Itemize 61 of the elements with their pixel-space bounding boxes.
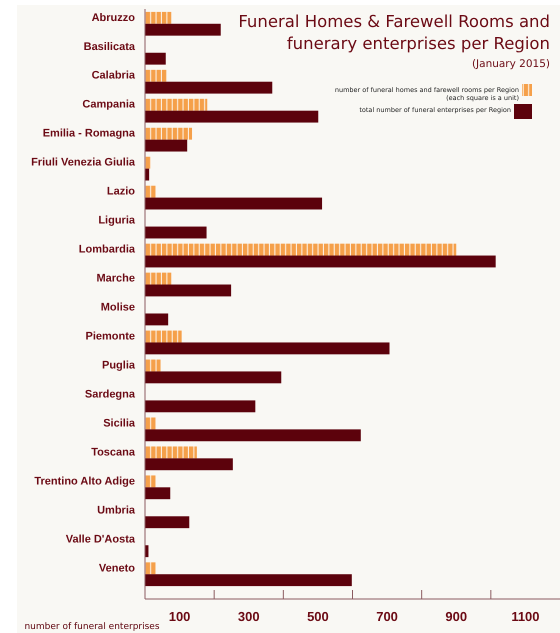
bar (145, 574, 352, 586)
bar (145, 516, 190, 528)
bar (145, 342, 390, 354)
bar (145, 186, 156, 198)
bar (145, 562, 156, 574)
bar (145, 360, 161, 372)
bar (145, 487, 170, 500)
bar (145, 12, 172, 24)
y-tick-label: Molise (100, 302, 135, 314)
x-tick-label: 700 (376, 609, 398, 624)
y-tick-label: Lazio (106, 186, 136, 198)
bar (145, 475, 156, 488)
bar (145, 429, 361, 442)
bar (145, 371, 282, 384)
bar (145, 140, 188, 152)
y-tick-label: Lombardia (78, 244, 136, 256)
y-tick-label: Friuli Venezia Giulia (31, 156, 136, 169)
bar (145, 110, 318, 123)
bar (145, 244, 456, 256)
y-tick-label: Veneto (98, 562, 136, 574)
bar (145, 52, 166, 65)
y-tick-label: Toscana (91, 446, 136, 458)
bar (145, 313, 168, 326)
bar (145, 400, 256, 412)
y-tick-label: Umbria (97, 504, 136, 516)
y-tick-label: Emilia - Romagna (42, 128, 136, 140)
y-tick-label: Basilicata (84, 40, 136, 53)
x-tick-label: 1100 (511, 609, 540, 624)
bar (145, 256, 496, 268)
y-tick-label: Calabria (92, 70, 136, 82)
bar (145, 70, 166, 82)
bar (145, 284, 232, 296)
bar (145, 272, 172, 285)
y-tick-label: Marche (96, 272, 135, 285)
y-tick-label: Sardegna (84, 388, 136, 400)
bar (145, 128, 192, 140)
bar (145, 24, 221, 36)
bar (145, 417, 156, 430)
bar (145, 226, 207, 238)
x-axis-title: number of funeral enterprises (24, 622, 160, 632)
text: (January 2015) (472, 58, 550, 70)
y-tick-label: Valle D'Aosta (66, 533, 136, 546)
y-tick-label: Trentino Alto Adige (34, 475, 135, 488)
y-tick-label: Puglia (102, 359, 136, 372)
bar (145, 446, 197, 458)
y-tick-label: Piemonte (85, 330, 135, 342)
bar (145, 156, 151, 169)
y-tick-label: Liguria (98, 214, 136, 227)
bar (145, 458, 233, 470)
bar (145, 330, 182, 342)
bar (145, 98, 208, 111)
x-tick-label: 300 (238, 609, 260, 624)
y-tick-label: Campania (82, 98, 136, 111)
x-tick-label: 100 (168, 609, 190, 624)
bar (145, 198, 322, 210)
text: Funeral Homes & Farewell Rooms and funerary enterprises per Region (238, 12, 550, 53)
y-tick-label: Abruzzo (92, 12, 136, 24)
x-tick-label: 500 (307, 609, 329, 624)
bar (145, 82, 272, 94)
y-tick-label: Sicilia (103, 417, 136, 430)
x-tick-label: 900 (445, 609, 468, 624)
